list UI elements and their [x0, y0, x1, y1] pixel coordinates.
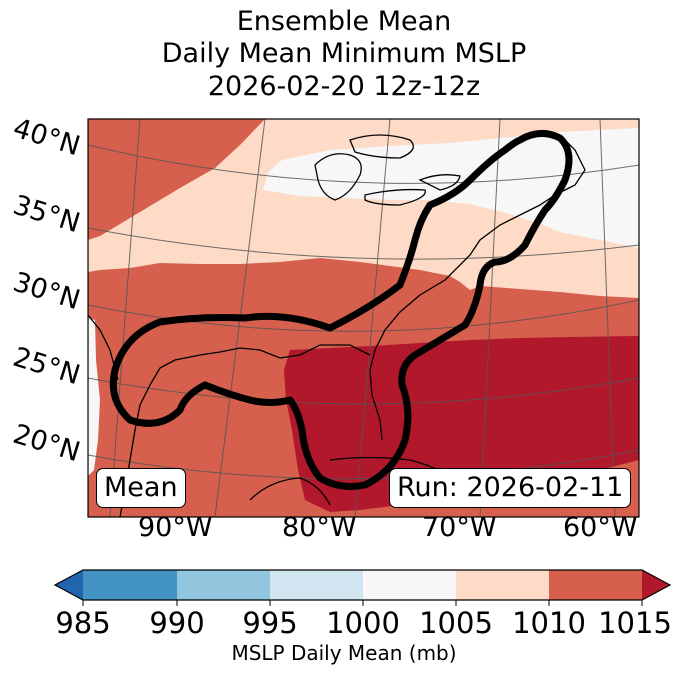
mean-label: Mean: [96, 468, 186, 508]
run-date-label: Run: 2026-02-11: [389, 468, 632, 508]
colorbar-tick-990: 990: [149, 606, 205, 640]
lon-label-70w: 70°W: [422, 512, 497, 543]
colorbar-segment-990-995: [177, 570, 270, 600]
title-line-1: Ensemble Mean: [236, 6, 452, 37]
coastlines: [88, 134, 586, 517]
lon-label-60w: 60°W: [563, 512, 638, 543]
colorbar-label: MSLP Daily Mean (mb): [231, 641, 457, 665]
map-frame: [87, 118, 640, 518]
colorbar-segment-995-1000: [270, 570, 363, 600]
map-area: [88, 119, 639, 517]
lon-label-80w: 80°W: [282, 512, 357, 543]
colorbar-tick-1005: 1005: [419, 606, 493, 640]
colorbar-tick-985: 985: [55, 606, 111, 640]
colorbar-segment-985-990: [83, 570, 177, 600]
mslp-band-1000-west: [88, 318, 100, 476]
colorbar-tick-1010: 1010: [512, 606, 586, 640]
colorbar-extend-high: [642, 570, 670, 600]
colorbar-extend-low: [55, 570, 83, 600]
colorbar: [53, 569, 672, 606]
title-line-2: Daily Mean Minimum MSLP: [161, 38, 527, 69]
colorbar-segment-1000-1005: [363, 570, 456, 600]
colorbar-segment-1010-1015: [549, 570, 642, 600]
ensemble-contour: [109, 130, 573, 490]
colorbar-tick-995: 995: [242, 606, 298, 640]
colorbar-tick-1015: 1015: [598, 606, 672, 640]
lon-label-90w: 90°W: [138, 512, 213, 543]
title-line-3: 2026-02-20 12z-12z: [207, 71, 481, 102]
colorbar-segment-1005-1010: [456, 570, 549, 600]
colorbar-tick-1000: 1000: [326, 606, 400, 640]
